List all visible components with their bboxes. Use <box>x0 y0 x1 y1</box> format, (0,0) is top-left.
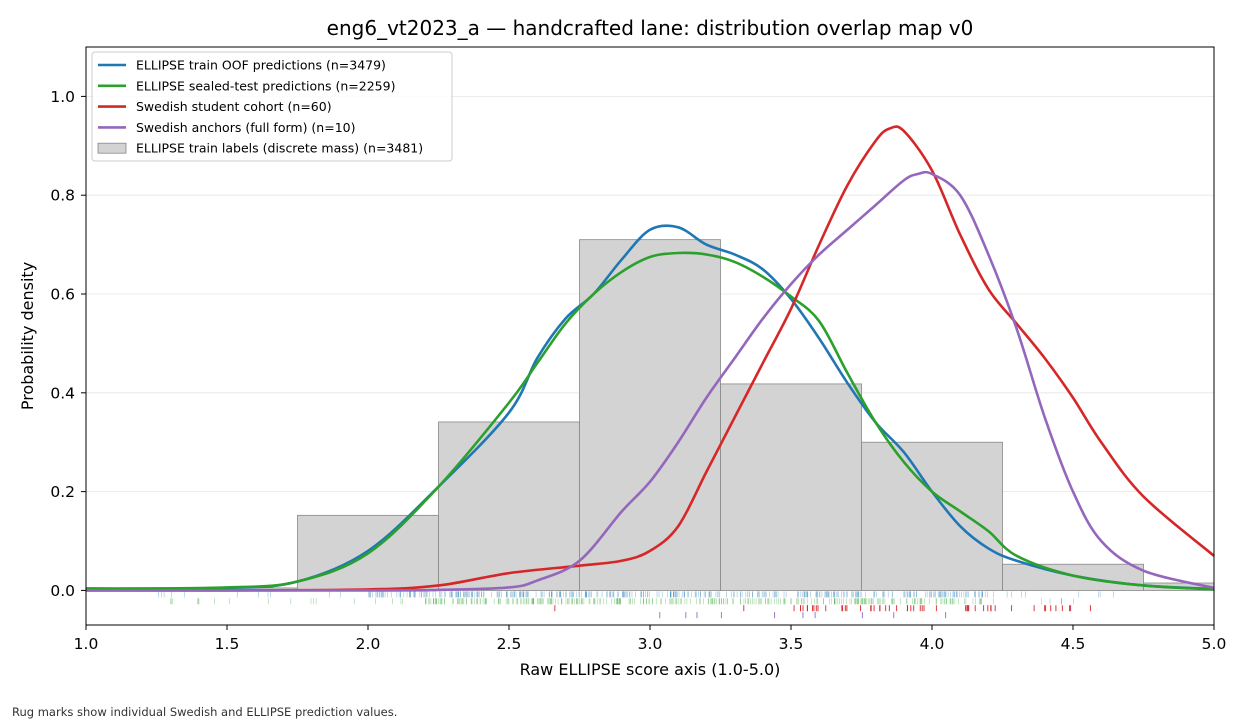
y-axis-label: Probability density <box>18 262 37 410</box>
histogram-bar-3 <box>579 239 721 591</box>
y-tick-label-3: 0.6 <box>50 286 75 304</box>
x-tick-label-2: 2.0 <box>356 635 381 653</box>
y-tick-label-5: 1.0 <box>50 88 75 106</box>
x-tick-label-5: 3.5 <box>779 635 804 653</box>
x-tick-label-8: 5.0 <box>1202 635 1227 653</box>
legend: ELLIPSE train OOF predictions (n=3479) EL… <box>91 51 453 162</box>
y-tick-label-0: 0.0 <box>50 582 75 600</box>
legend-label-4: ELLIPSE train labels (discrete mass) (n=… <box>136 141 423 156</box>
chart-title: eng6_vt2023_a — handcrafted lane: distri… <box>327 16 974 40</box>
rug-marks <box>158 591 1114 619</box>
x-tick-label-6: 4.0 <box>920 635 945 653</box>
y-tick-label-1: 0.2 <box>50 483 75 501</box>
rug-1 <box>170 598 1074 605</box>
series-line-3 <box>85 170 1215 592</box>
x-tick-label-3: 2.5 <box>497 635 522 653</box>
legend-swatch-4 <box>97 142 127 154</box>
y-axis: 0.0 0.2 0.4 0.6 0.8 1.0 <box>50 88 86 600</box>
x-tick-label-7: 4.5 <box>1061 635 1086 653</box>
histogram-bars <box>156 239 1214 591</box>
series-line-1 <box>85 251 1215 591</box>
x-tick-label-0: 1.0 <box>74 635 99 653</box>
legend-label-2: Swedish student cohort (n=60) <box>136 99 332 114</box>
x-tick-label-1: 1.5 <box>215 635 240 653</box>
x-axis: 1.0 1.5 2.0 2.5 3.0 3.5 4.0 4.5 5.0 <box>74 625 1227 653</box>
legend-label-0: ELLIPSE train OOF predictions (n=3479) <box>136 58 386 73</box>
histogram-bar-2 <box>438 421 580 591</box>
density-curves <box>85 125 1215 592</box>
legend-label-3: Swedish anchors (full form) (n=10) <box>136 120 355 135</box>
histogram-bar-5 <box>861 441 1003 591</box>
histogram-bar-6 <box>1002 563 1144 591</box>
x-axis-label: Raw ELLIPSE score axis (1.0-5.0) <box>520 660 781 679</box>
y-tick-label-2: 0.4 <box>50 384 75 402</box>
footnote: Rug marks show individual Swedish and EL… <box>12 705 398 719</box>
y-tick-label-4: 0.8 <box>50 187 75 205</box>
legend-label-1: ELLIPSE sealed-test predictions (n=2259) <box>136 78 395 93</box>
histogram-bar-4 <box>720 383 862 591</box>
legend-box <box>91 51 453 162</box>
rug-2 <box>554 605 1091 612</box>
x-tick-label-4: 3.0 <box>638 635 663 653</box>
rug-3 <box>659 612 947 619</box>
rug-0 <box>158 591 1114 598</box>
